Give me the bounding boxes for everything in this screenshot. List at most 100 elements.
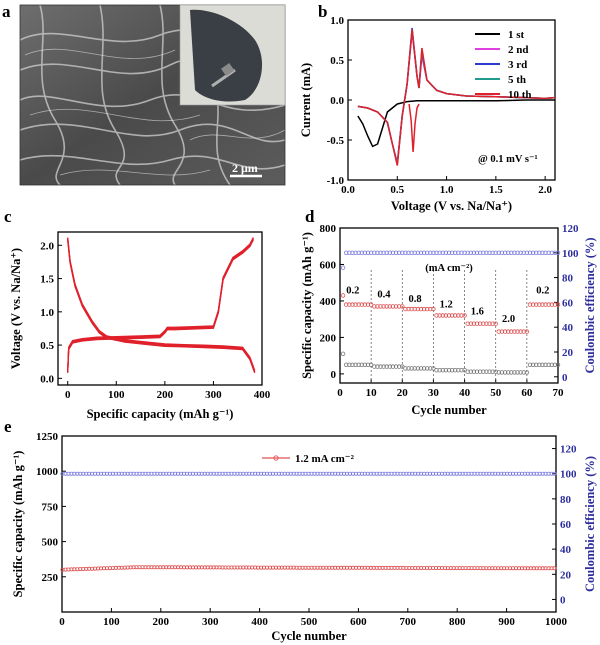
rate-efficiency-point bbox=[459, 250, 464, 255]
rate-charge-point bbox=[372, 364, 377, 369]
panel-c: c 0 100 200 300 400 0.0 0.5 1.0 1.5 2.0 Specific c… bbox=[4, 207, 271, 421]
rate-xtick-label: 60 bbox=[521, 387, 533, 399]
rate-discharge-point bbox=[378, 304, 383, 309]
rate-right-ytick-label: 0 bbox=[562, 372, 568, 384]
cyc-xtick-label: 400 bbox=[251, 616, 268, 628]
rate-discharge-point bbox=[393, 304, 399, 309]
rate-discharge-point bbox=[540, 302, 545, 307]
rate-ylabel-right: Coulombic efficiency (%) bbox=[583, 237, 597, 373]
rate-label: 0.8 bbox=[409, 294, 422, 305]
rate-efficiency-point bbox=[412, 250, 417, 255]
rate-discharge-point bbox=[546, 302, 551, 307]
rate-charge-point bbox=[428, 366, 433, 371]
panel-d: d 0 10 20 30 40 50 60 70 0 200 400 600 800 0 20 40 60 80 1… bbox=[300, 207, 597, 417]
rate-right-ytick-label: 40 bbox=[562, 322, 574, 334]
rate-discharge-point bbox=[490, 321, 495, 326]
rate-discharge-point bbox=[484, 321, 489, 326]
rate-charge-point bbox=[397, 364, 402, 369]
cv-series-4 bbox=[357, 29, 556, 166]
rate-efficiency-point bbox=[555, 250, 561, 255]
rate-efficiency-point bbox=[537, 250, 542, 255]
cv-ylabel: Current (mA) bbox=[299, 63, 313, 137]
cv-ytick-label: -1.0 bbox=[327, 175, 345, 187]
rate-label: 0.2 bbox=[536, 286, 549, 297]
rate-efficiency-point bbox=[353, 250, 358, 255]
cyc-right-ytick-label: 80 bbox=[560, 494, 572, 506]
cyc-legend-marker bbox=[273, 455, 279, 461]
rate-efficiency-point bbox=[359, 250, 364, 255]
rate-charge-point bbox=[400, 364, 405, 369]
rate-right-ytick-label: 100 bbox=[562, 248, 579, 260]
rate-efficiency-point bbox=[527, 250, 533, 255]
rate-efficiency-point bbox=[356, 250, 361, 255]
rate-efficiency-point bbox=[465, 250, 470, 255]
rate-efficiency-point bbox=[381, 250, 386, 255]
cyc-ytick-label: 250 bbox=[42, 572, 59, 584]
rate-discharge-point bbox=[524, 329, 530, 334]
panel-b-letter: b bbox=[318, 2, 327, 21]
rate-efficiency-point bbox=[524, 250, 530, 255]
rate-xlabel: Cycle number bbox=[411, 403, 487, 417]
rate-discharge-point bbox=[431, 306, 436, 312]
cyc-right-ytick-label: 120 bbox=[560, 444, 577, 456]
rate-efficiency-point bbox=[490, 250, 495, 255]
cv-xtick-label: 1.5 bbox=[489, 184, 503, 196]
rate-efficiency-point bbox=[421, 250, 427, 255]
rate-efficiency-point bbox=[440, 250, 445, 255]
rate-ytick-label: 600 bbox=[320, 259, 337, 271]
panel-c-letter: c bbox=[4, 207, 12, 226]
rate-efficiency-point bbox=[468, 250, 473, 255]
cyc-ytick-label: 500 bbox=[42, 537, 59, 549]
rate-xtick-label: 40 bbox=[459, 387, 471, 399]
rate-charge-point bbox=[477, 369, 483, 374]
rate-efficiency-point bbox=[462, 250, 467, 255]
rate-ytick-label: 200 bbox=[320, 332, 337, 344]
rate-ytick-label: 400 bbox=[320, 296, 337, 308]
rate-discharge-point bbox=[434, 313, 439, 318]
cyc-efficiency-point bbox=[552, 471, 557, 476]
rate-efficiency-point bbox=[368, 250, 374, 255]
rate-efficiency-point bbox=[350, 250, 355, 255]
rate-ytick-label: 0 bbox=[331, 369, 337, 381]
rate-efficiency-point bbox=[384, 250, 389, 255]
rate-charge-point bbox=[403, 366, 408, 371]
rate-discharge-point bbox=[512, 329, 517, 334]
cyc-xtick-label: 300 bbox=[202, 616, 219, 628]
rate-discharge-point bbox=[555, 302, 561, 307]
vp-xtick-label: 100 bbox=[108, 389, 125, 401]
rate-discharge-point bbox=[534, 302, 539, 307]
cyc-xlabel: Cycle number bbox=[271, 629, 347, 643]
rate-discharge-point bbox=[344, 302, 349, 307]
rate-efficiency-point bbox=[375, 250, 380, 255]
vp-series-0 bbox=[67, 238, 256, 372]
rate-charge-point bbox=[484, 369, 489, 374]
rate-efficiency-point bbox=[453, 250, 458, 255]
cyc-ylabel: Specific capacity (mAh g⁻¹) bbox=[11, 451, 25, 598]
rate-charge-point bbox=[537, 362, 542, 367]
rate-discharge-point bbox=[474, 321, 480, 326]
rate-efficiency-point bbox=[552, 250, 558, 255]
rate-charge-point bbox=[368, 362, 374, 367]
rate-efficiency-point bbox=[344, 250, 349, 255]
rate-discharge-point bbox=[502, 329, 508, 334]
rate-discharge-point bbox=[375, 304, 380, 309]
cyc-right-ytick-label: 100 bbox=[560, 469, 577, 481]
rate-charge-point bbox=[440, 368, 445, 373]
rate-discharge-point bbox=[390, 304, 396, 309]
rate-discharge-point bbox=[359, 302, 364, 307]
vp-ytick-label: 1.5 bbox=[40, 274, 54, 286]
rate-charge-point bbox=[518, 370, 523, 375]
cyc-ylabel-right: Coulombic efficiency (%) bbox=[583, 456, 597, 592]
rate-efficiency-point bbox=[456, 250, 461, 255]
rate-charge-point bbox=[552, 362, 558, 367]
rate-discharge-point bbox=[537, 302, 542, 307]
rate-efficiency-point bbox=[418, 250, 424, 255]
rate-charge-point bbox=[418, 366, 424, 371]
rate-charge-point bbox=[344, 362, 349, 367]
rate-charge-point bbox=[512, 370, 517, 375]
rate-efficiency-point bbox=[499, 250, 505, 255]
vp-frame bbox=[57, 231, 263, 386]
rate-charge-point bbox=[415, 366, 421, 371]
rate-efficiency-point bbox=[518, 250, 523, 255]
